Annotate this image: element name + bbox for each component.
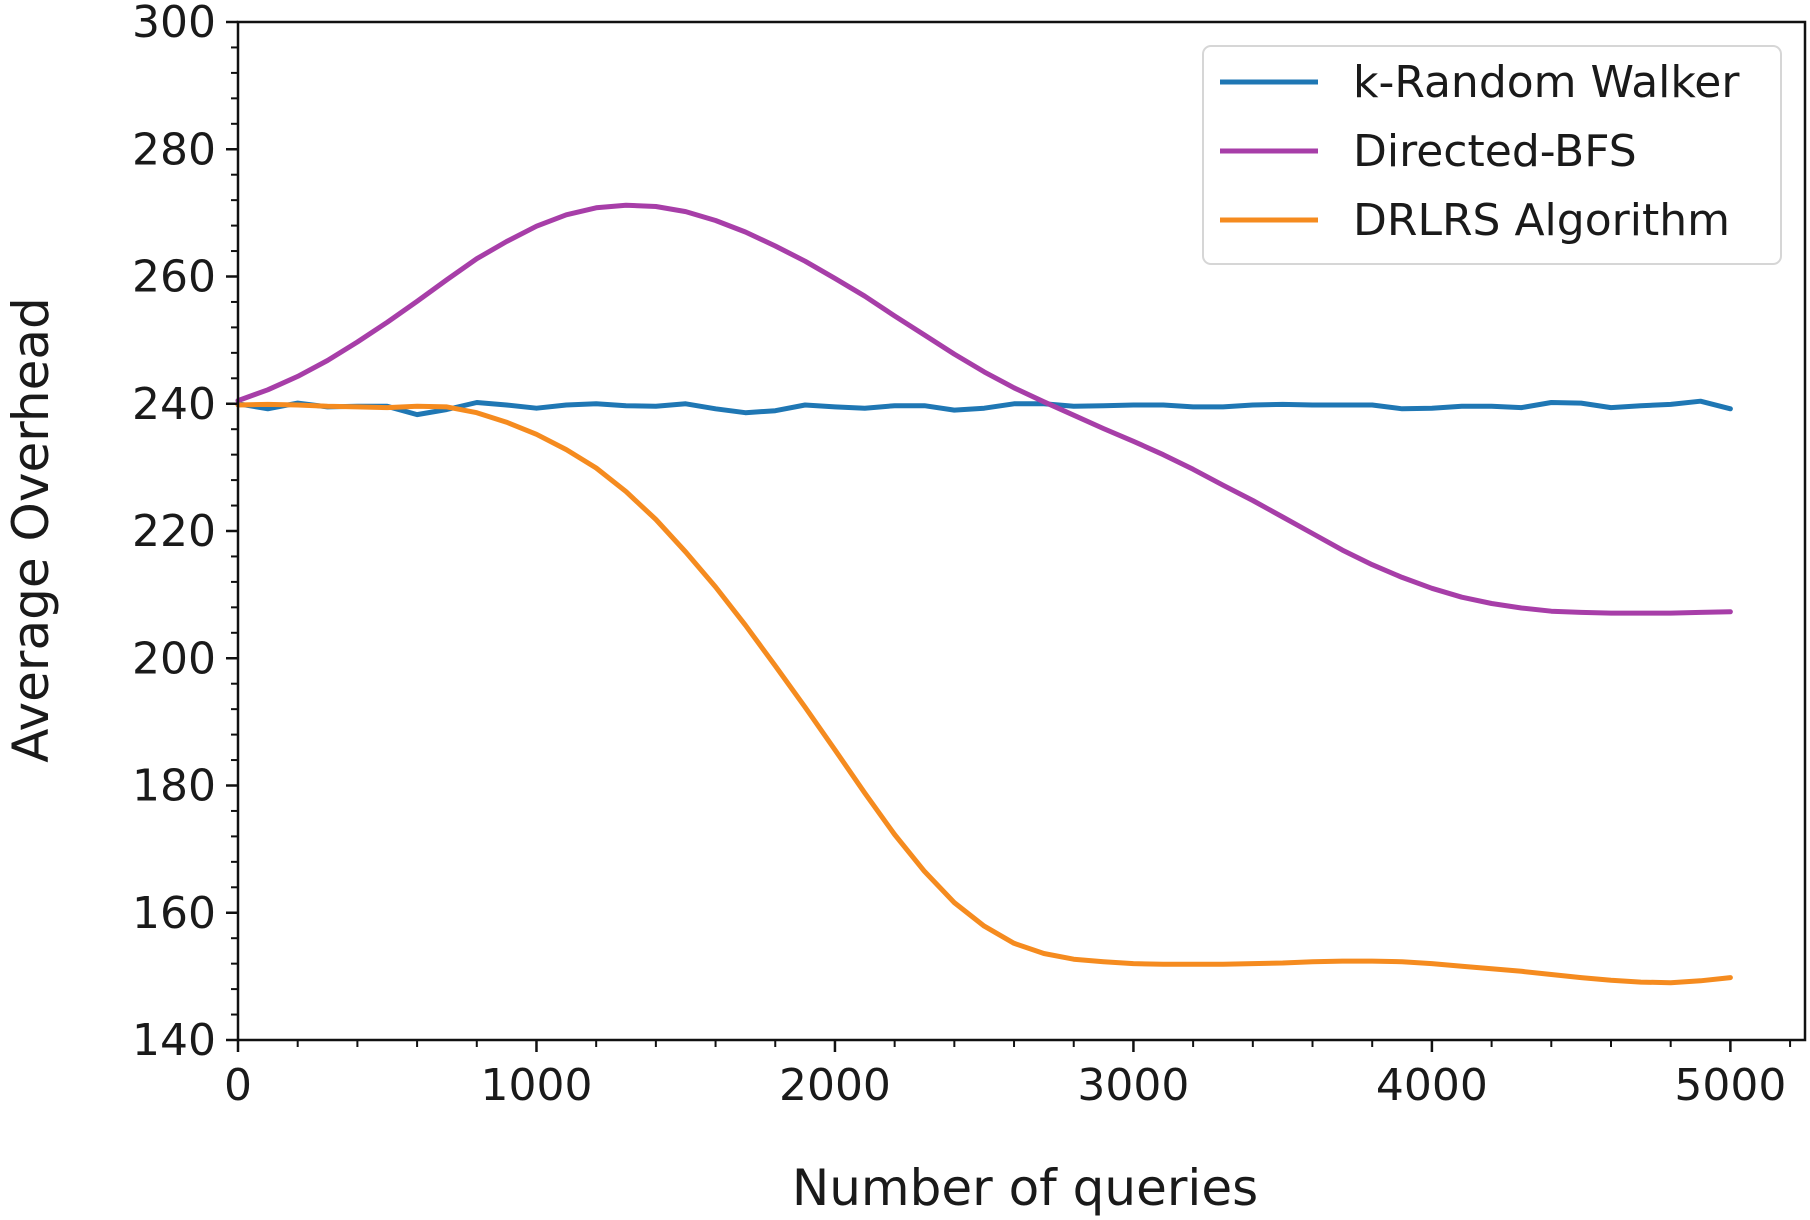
x-tick-label-2: 2000 (779, 1060, 891, 1111)
y-tick-label-2: 180 (132, 761, 216, 812)
y-tick-label-7: 280 (132, 124, 216, 175)
y-tick-label-1: 160 (132, 888, 216, 939)
y-tick-label-8: 300 (132, 0, 216, 48)
legend-box (1202, 45, 1782, 265)
legend-label-2: DRLRS Algorithm (1353, 195, 1730, 246)
axes-layer: 0 1000 2000 3000 4000 5000 140 160 180 200 220 240 2… (132, 0, 1807, 1111)
y-tick-label-5: 240 (132, 379, 216, 430)
series-line-2 (235, 401, 1733, 986)
x-axis-title: Number of queries (792, 1159, 1258, 1217)
x-tick-label-4: 4000 (1376, 1060, 1488, 1111)
x-tick-label-1: 1000 (480, 1060, 592, 1111)
legend: k-Random Walker Directed-BFS DRLRS Algorit… (1202, 45, 1782, 265)
y-tick-label-6: 260 (132, 252, 216, 303)
series-layer (235, 202, 1733, 986)
y-axis-title: Average Overhead (2, 297, 60, 762)
series-line-0 (235, 398, 1733, 418)
legend-label-0: k-Random Walker (1353, 57, 1740, 108)
y-tick-label-3: 200 (132, 633, 216, 684)
y-tick-label-0: 140 (132, 1015, 216, 1066)
x-tick-label-0: 0 (224, 1060, 252, 1111)
series-line-1 (235, 202, 1733, 616)
y-tick-label-4: 220 (132, 506, 216, 557)
x-tick-label-5: 5000 (1674, 1060, 1786, 1111)
legend-label-1: Directed-BFS (1353, 126, 1637, 177)
x-tick-label-3: 3000 (1077, 1060, 1189, 1111)
